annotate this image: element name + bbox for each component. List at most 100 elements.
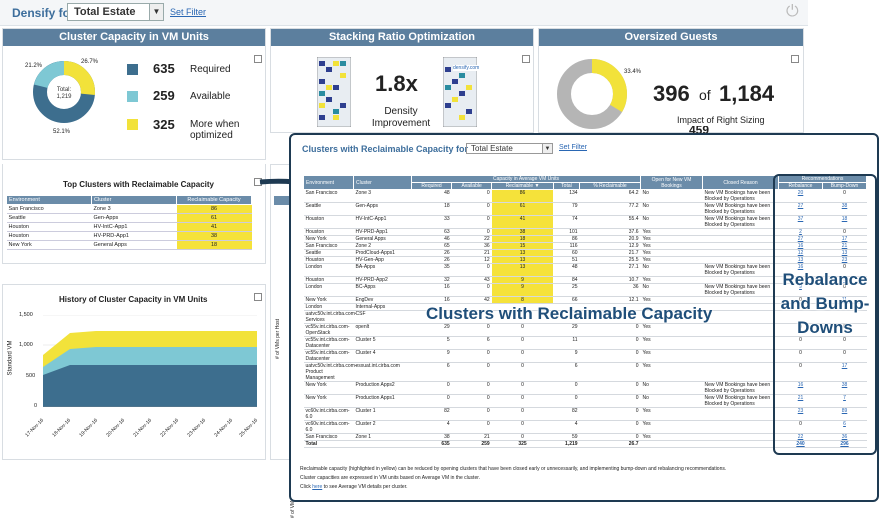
rebalance-link[interactable]: 27 [797, 236, 804, 242]
cell-bumpdown[interactable]: 38 [822, 202, 867, 216]
cell-rebalance[interactable]: 0 [778, 420, 823, 434]
bump-down-link[interactable]: 38 [841, 382, 848, 388]
cell-rebalance[interactable]: 20 [778, 189, 823, 203]
cell-bumpdown[interactable]: 0 [822, 349, 867, 363]
bump-down-link[interactable]: 296 [840, 441, 849, 447]
rebalance-link[interactable]: 13 [797, 257, 804, 263]
cell-bumpdown[interactable]: 17 [822, 235, 867, 243]
table-row[interactable]: London BC-Apps 16 0 9 25 36 No New VM Bookings h… [303, 283, 867, 297]
expand-icon[interactable] [254, 293, 262, 301]
table-row[interactable]: uatvc50v.int.cirba.com-Product Managemen… [303, 362, 867, 382]
table-row[interactable]: New York General Apps 18 [6, 240, 252, 250]
table-row[interactable]: Houston HV-PRD-App1 63 0 38 101 37.6 Yes 2 0 [303, 228, 867, 236]
table-row[interactable]: San Francisco Zone 2 65 36 15 116 12.9 Yes 16 21 [303, 242, 867, 250]
cell-rebalance[interactable]: 27 [778, 235, 823, 243]
cell-rebalance[interactable]: 0 [778, 296, 823, 304]
cell-bumpdown[interactable]: 0 [822, 336, 867, 350]
table-row[interactable]: Seattle Gen-Apps 61 [6, 213, 252, 223]
table-row[interactable]: Houston HV-IntC-App1 33 0 41 74 55.4 No New VM B… [303, 215, 867, 229]
table-row[interactable]: New York General Apps 46 22 18 86 20.9 Yes 27 17 [303, 235, 867, 243]
rebalance-link[interactable]: 16 [797, 243, 804, 249]
table-row[interactable]: New York EngDev 16 42 8 66 12.1 Yes 0 11 [303, 296, 867, 304]
rebalance-link[interactable]: 20 [797, 190, 804, 196]
cell-bumpdown[interactable]: 17 [822, 362, 867, 382]
cell-rebalance[interactable] [778, 303, 823, 311]
cell-bumpdown[interactable]: 9 [822, 276, 867, 284]
table-row[interactable]: New York Production Apps2 0 0 0 0 0 No New VM Bo… [303, 381, 867, 395]
bump-down-link[interactable]: 23 [841, 257, 848, 263]
bump-down-link[interactable]: 11 [841, 297, 848, 303]
table-row[interactable]: vc60v.int.cirba.com-6.0 Cluster 2 4 0 0 4 0 Yes… [303, 420, 867, 434]
bump-down-link[interactable]: 9 [843, 277, 846, 283]
cell-rebalance[interactable]: 16 [778, 381, 823, 395]
bump-down-link[interactable]: 17 [841, 236, 848, 242]
cell-rebalance[interactable]: 37 [778, 215, 823, 229]
bump-down-link[interactable]: 13 [841, 250, 848, 256]
cell-bumpdown[interactable]: 13 [822, 249, 867, 257]
cell-rebalance[interactable]: 0 [778, 349, 823, 363]
scope-select[interactable]: Total Estate ▼ [67, 3, 164, 21]
table-row[interactable]: Seattle ProdCloud-Apps1 26 21 13 60 21.7 Yes 12 1… [303, 249, 867, 257]
cell-rebalance[interactable]: 16 [778, 242, 823, 250]
expand-icon[interactable] [254, 55, 262, 63]
rebalance-link[interactable]: 37 [797, 216, 804, 222]
cell-bumpdown[interactable]: 23 [822, 256, 867, 264]
cell-rebalance[interactable]: 2 [778, 228, 823, 236]
rebalance-link[interactable]: 21 [797, 395, 804, 401]
cell-bumpdown[interactable]: 38 [822, 381, 867, 395]
cell-bumpdown[interactable]: 0 [822, 228, 867, 236]
cell-bumpdown[interactable]: 36 [822, 433, 867, 441]
cell-bumpdown[interactable]: 21 [822, 242, 867, 250]
bump-down-link[interactable]: 17 [841, 363, 848, 369]
bump-down-link[interactable]: 6 [843, 421, 846, 427]
rebalance-link[interactable]: 240 [796, 441, 805, 447]
table-row[interactable]: London BA-Apps 35 0 13 48 27.1 No New VM Booking… [303, 263, 867, 277]
expand-icon[interactable] [791, 55, 799, 63]
cell-rebalance[interactable]: 16 [778, 263, 823, 277]
cell-bumpdown[interactable] [822, 310, 867, 324]
cell-bumpdown[interactable]: 7 [822, 394, 867, 408]
table-row[interactable]: Houston HV-PRD-App2 32 43 9 84 10.7 Yes 0 9 [303, 276, 867, 284]
cell-rebalance[interactable]: 9 [778, 283, 823, 297]
details-here-link[interactable]: here [312, 484, 323, 490]
table-row[interactable]: San Francisco Zone 3 48 0 86 134 64.2 No New VM … [303, 189, 867, 203]
table-row[interactable]: San Francisco Zone 3 86 [6, 204, 252, 214]
cell-rebalance[interactable]: 13 [778, 256, 823, 264]
total-row[interactable]: Total 635 259 325 1,219 26.7 240 296 [303, 440, 867, 448]
cell-rebalance[interactable]: 0 [778, 323, 823, 337]
cell-rebalance[interactable]: 27 [778, 202, 823, 216]
set-filter-link[interactable]: Set Filter [170, 7, 207, 17]
cell-rebalance[interactable] [778, 310, 823, 324]
rebalance-link[interactable]: 16 [797, 382, 804, 388]
table-row[interactable]: vc60v.int.cirba.com-6.0 Cluster 1 82 0 0 82 0 Y… [303, 407, 867, 421]
rebalance-link[interactable]: 9 [799, 284, 802, 290]
cell-rebalance[interactable]: 0 [778, 336, 823, 350]
expand-icon[interactable] [522, 55, 530, 63]
cell-bumpdown[interactable]: 0 [822, 283, 867, 297]
table-row[interactable]: vc55v.int.cirba.com-OpenStack openlt 29 0 0 2… [303, 323, 867, 337]
table-row[interactable]: Seattle Gen-Apps 18 0 61 79 77.2 No New VM Booki… [303, 202, 867, 216]
rebalance-link[interactable]: 23 [797, 408, 804, 414]
table-row[interactable]: Houston HV-IntC-App1 41 [6, 222, 252, 232]
th-reclaimable[interactable]: Reclaimable ▼ [491, 182, 554, 190]
cell-bumpdown[interactable]: 11 [822, 296, 867, 304]
table-row[interactable]: New York Production Apps1 0 0 0 0 0 No New VM Bo… [303, 394, 867, 408]
cell-bumpdown[interactable] [822, 303, 867, 311]
rebalance-link[interactable]: 12 [797, 250, 804, 256]
cell-bumpdown[interactable]: 6 [822, 420, 867, 434]
cell-rebalance[interactable]: 0 [778, 362, 823, 382]
cell-bumpdown[interactable]: 0 [822, 323, 867, 337]
bump-down-link[interactable]: 18 [841, 216, 848, 222]
cell-bumpdown[interactable]: 0 [822, 189, 867, 203]
table-row[interactable]: uatvc50v.int.cirba.com-Services CSF [303, 310, 867, 324]
bump-down-link[interactable]: 38 [841, 203, 848, 209]
table-row[interactable]: Houston HV-PRD-App1 38 [6, 231, 252, 241]
rebalance-link[interactable]: 2 [799, 229, 802, 235]
table-row[interactable]: Houston HV-Gen-App 26 12 13 51 25.5 Yes 13 23 [303, 256, 867, 264]
power-icon[interactable]: ⏻ [786, 3, 799, 20]
cell-bumpdown[interactable]: 89 [822, 407, 867, 421]
bump-down-link[interactable]: 36 [841, 434, 848, 440]
table-row[interactable]: San Francisco Zone 1 38 21 0 59 0 Yes 22 36 [303, 433, 867, 441]
